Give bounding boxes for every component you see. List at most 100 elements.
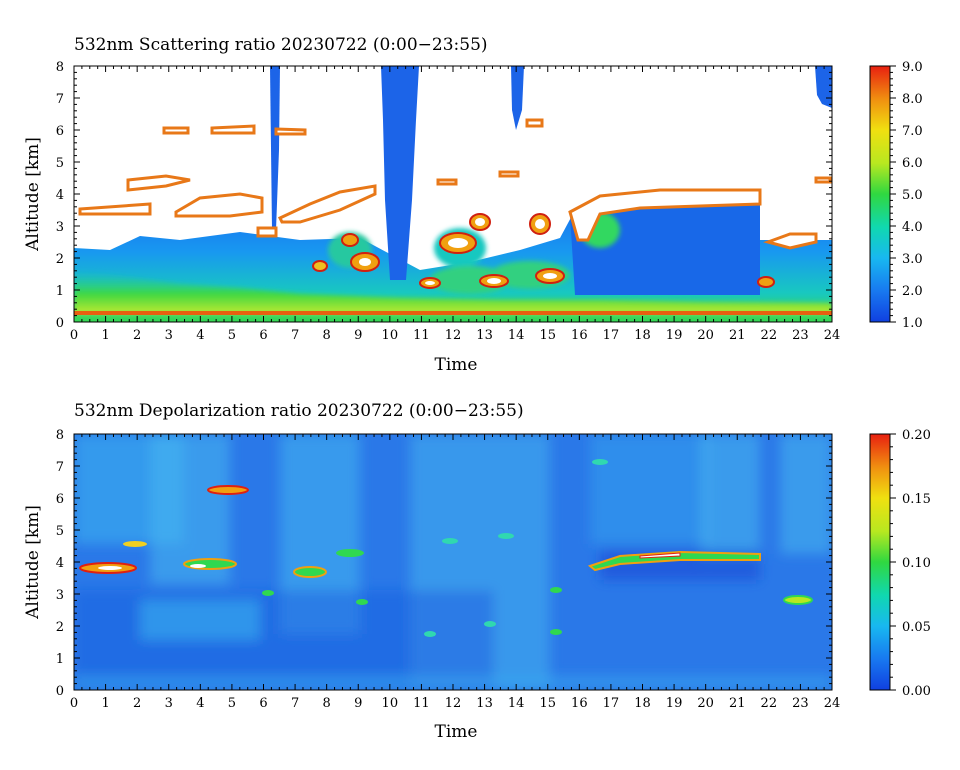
- x-tick-label: 5: [228, 328, 236, 343]
- x-tick-label: 18: [634, 696, 651, 711]
- depol-cloud: [783, 595, 813, 605]
- depol-cloud: [183, 558, 237, 570]
- x-tick-label: 5: [228, 696, 236, 711]
- cloud-layer: [174, 192, 264, 218]
- x-tick-label: 1: [101, 696, 109, 711]
- x-tick-label: 4: [196, 328, 204, 343]
- x-tick-label: 9: [354, 696, 362, 711]
- depol-cloud: [336, 549, 364, 557]
- plot-area: [74, 66, 832, 322]
- cloud-layer: [814, 176, 832, 184]
- axes: 0 1 2 3 4 5 6 7 8 9 10 11 12 13 14 15 16 17 18 19 20 21 22 23 24…: [56, 60, 841, 343]
- x-tick-label: 1: [101, 328, 109, 343]
- x-tick-label: 3: [165, 696, 173, 711]
- y-axis-label: Altitude [km]: [23, 137, 43, 252]
- x-tick-label: 3: [165, 328, 173, 343]
- y-tick-label: 8: [56, 60, 64, 75]
- y-tick-label: 5: [56, 156, 64, 171]
- colorbar-tick-label: 0.00: [902, 684, 931, 699]
- y-tick-label: 6: [56, 124, 64, 139]
- x-tick-label: 19: [666, 328, 683, 343]
- plot-area: [74, 434, 832, 690]
- x-tick-label: 16: [571, 328, 588, 343]
- colorbar-tick-label: 3.0: [902, 252, 923, 267]
- y-tick-label: 4: [56, 188, 64, 203]
- chart-title: 532nm Depolarization ratio 20230722 (0:0…: [74, 401, 524, 421]
- depol-background-texture: [74, 434, 832, 690]
- colorbar-tick-label: 9.0: [902, 60, 923, 75]
- x-tick-label: 10: [382, 328, 399, 343]
- cloud-layer: [274, 127, 307, 136]
- near-surface-aerosol: [74, 270, 832, 314]
- x-tick-label: 8: [323, 696, 331, 711]
- x-tick-label: 16: [571, 696, 588, 711]
- vertical-column: [511, 66, 524, 130]
- axes: 0 1 2 3 4 5 6 7 8 9 10 11 12 13 14 15 16 17 18 19 20 21 22 23 24…: [56, 428, 841, 711]
- x-tick-label: 7: [291, 696, 299, 711]
- x-tick-label: 24: [824, 328, 841, 343]
- colorbar-tick-label: 8.0: [902, 92, 923, 107]
- colorbar-scale: [869, 65, 891, 323]
- x-tick-label: 17: [603, 696, 620, 711]
- depol-cloud: [293, 566, 327, 578]
- x-tick-label: 19: [666, 696, 683, 711]
- x-tick-label: 2: [133, 328, 141, 343]
- colorbar-tick-label: 5.0: [902, 188, 923, 203]
- colorbar-tick-label: 0.05: [902, 620, 931, 635]
- x-tick-label: 0: [70, 696, 78, 711]
- x-tick-label: 22: [761, 328, 778, 343]
- colorbar-scale: [869, 433, 891, 691]
- cloud-layer: [277, 184, 377, 224]
- x-tick-label: 6: [259, 696, 267, 711]
- x-tick-label: 12: [445, 696, 462, 711]
- y-tick-label: 1: [56, 652, 64, 667]
- cloud-layer: [525, 118, 544, 128]
- chart-title: 532nm Scattering ratio 20230722 (0:00−23…: [74, 35, 488, 55]
- cloud-layer: [162, 126, 190, 135]
- x-tick-label: 21: [729, 696, 746, 711]
- scattering-ratio-panel: 532nm Scattering ratio 20230722 (0:00−23…: [23, 35, 923, 375]
- surface-line: [74, 311, 832, 315]
- colorbar-tick-label: 1.0: [902, 316, 923, 331]
- x-tick-label: 15: [539, 328, 556, 343]
- x-tick-label: 0: [70, 328, 78, 343]
- y-tick-label: 2: [56, 620, 64, 635]
- x-tick-label: 17: [603, 328, 620, 343]
- vertical-column: [381, 66, 419, 280]
- y-tick-label: 7: [56, 92, 64, 107]
- x-tick-label: 11: [413, 696, 430, 711]
- colorbar-ticks: 1.0 2.0 3.0 4.0 5.0 6.0 7.0 8.0 9.0: [890, 60, 923, 331]
- vertical-column: [270, 66, 280, 230]
- cloud-layer: [498, 170, 520, 178]
- cloud-layer: [763, 232, 818, 250]
- depol-features: [79, 459, 813, 637]
- y-tick-label: 5: [56, 524, 64, 539]
- colorbar-tick-label: 6.0: [902, 156, 923, 171]
- y-tick-label: 1: [56, 284, 64, 299]
- colorbar-tick-label: 4.0: [902, 220, 923, 235]
- colorbar-tick-label: 2.0: [902, 284, 923, 299]
- x-tick-label: 11: [413, 328, 430, 343]
- depol-cloud: [123, 541, 147, 547]
- colorbar-tick-label: 0.15: [902, 492, 931, 507]
- x-tick-label: 7: [291, 328, 299, 343]
- x-tick-label: 20: [697, 696, 714, 711]
- x-tick-label: 9: [354, 328, 362, 343]
- depolarization-ratio-panel: 532nm Depolarization ratio 20230722 (0:0…: [23, 401, 931, 742]
- x-tick-label: 10: [382, 696, 399, 711]
- x-axis-label: Time: [435, 722, 478, 742]
- x-tick-label: 21: [729, 328, 746, 343]
- cloud-layer: [78, 202, 152, 216]
- x-tick-label: 13: [476, 328, 493, 343]
- x-axis-label: Time: [435, 355, 478, 375]
- x-tick-label: 4: [196, 696, 204, 711]
- x-tick-label: 14: [508, 696, 525, 711]
- y-axis-label: Altitude [km]: [23, 505, 43, 620]
- x-tick-label: 2: [133, 696, 141, 711]
- y-tick-label: 8: [56, 428, 64, 443]
- y-tick-label: 6: [56, 492, 64, 507]
- cloud-layer: [256, 226, 278, 238]
- aerosol-hotspots: [312, 213, 775, 289]
- cloud-layer: [210, 124, 256, 135]
- x-tick-label: 14: [508, 328, 525, 343]
